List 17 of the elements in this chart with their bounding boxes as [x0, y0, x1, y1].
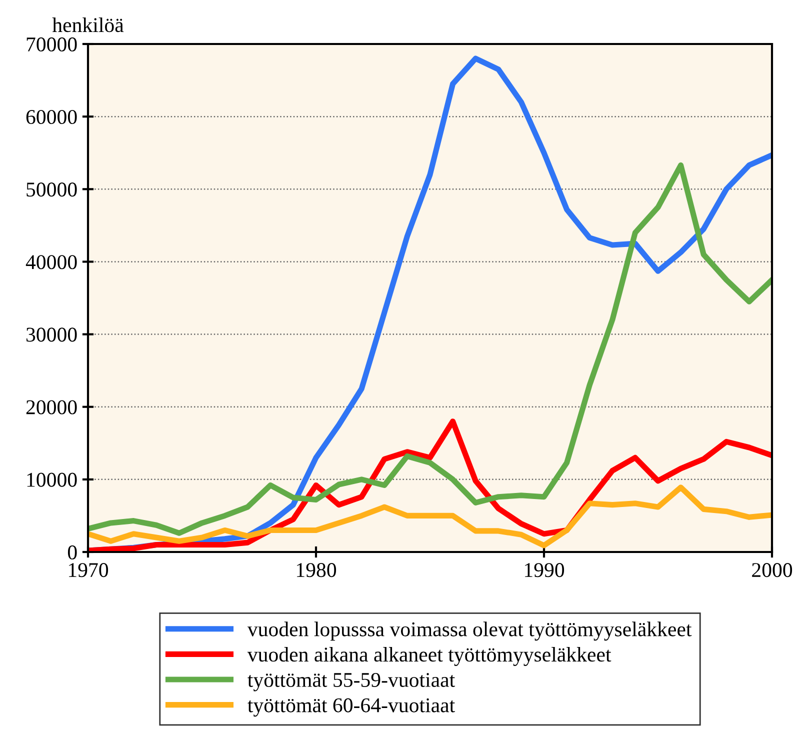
legend-label: vuoden lopusssa voimassa olevat työttömyyseläkkeet	[247, 622, 692, 641]
y-tick-label: 0	[68, 545, 77, 560]
y-tick-label: 20000	[26, 400, 77, 414]
y-tick-label: 70000	[26, 37, 77, 52]
legend-label: työttömät 55-59-vuotiaat	[248, 672, 455, 692]
legend-label: työttömät 60-64-vuotiaat	[248, 698, 455, 717]
y-tick-label: 50000	[26, 182, 77, 197]
x-tick-label: 1970	[69, 563, 108, 578]
y-tick-label: 40000	[26, 255, 77, 270]
y-tick-label: 60000	[26, 110, 77, 124]
legend-label: vuoden aikana alkaneet työttömyyseläkkeet	[247, 647, 612, 666]
y-tick-label: 30000	[26, 328, 77, 342]
x-tick-label: 2000	[752, 563, 792, 578]
x-tick-label: 1990	[525, 563, 564, 578]
y-axis-title: henkilöä	[52, 17, 124, 32]
x-tick-label: 1980	[297, 563, 336, 578]
y-tick-label: 10000	[27, 472, 77, 487]
